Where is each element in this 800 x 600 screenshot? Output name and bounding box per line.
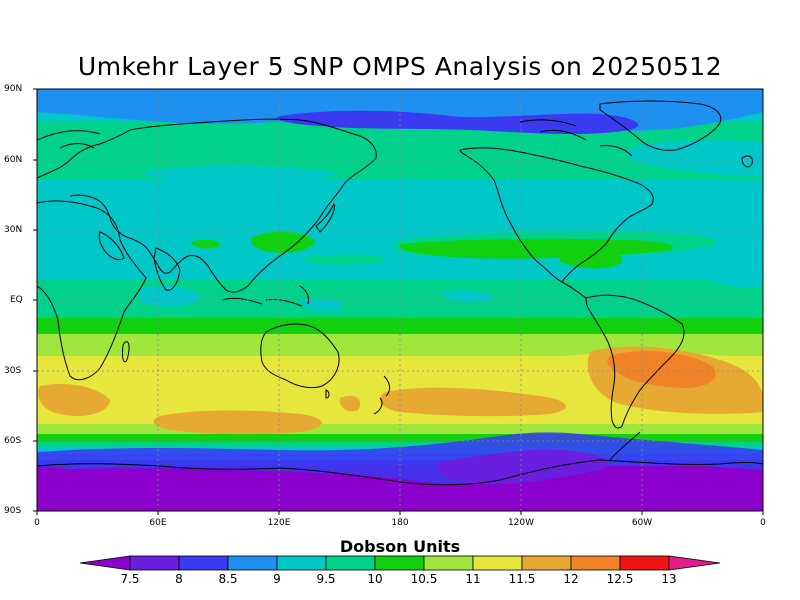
colorbar-tick-label: 12 xyxy=(563,572,579,586)
colorbar-tick-label: 8.5 xyxy=(218,572,238,586)
lat-label-60n: 60N xyxy=(4,155,23,165)
field-12-south-atlantic xyxy=(38,383,110,417)
colorbar-tick-label: 12.5 xyxy=(606,572,634,586)
lat-label-30s: 30S xyxy=(4,366,22,376)
colorbar-swatch xyxy=(129,555,180,571)
lon-label-0-east: 0 xyxy=(760,518,766,528)
colorbar xyxy=(79,555,721,571)
colorbar-min-triangle xyxy=(79,555,131,571)
map-title: Umkehr Layer 5 SNP OMPS Analysis on 2025… xyxy=(77,52,723,81)
axis-ticks xyxy=(33,88,764,515)
lat-label-30n: 30N xyxy=(4,225,23,235)
colorbar-tick-label: 11 xyxy=(465,572,481,586)
colorbar-swatch xyxy=(178,555,229,571)
lon-label-60w: 60W xyxy=(631,518,653,528)
colorbar-swatch xyxy=(325,555,376,571)
colorbar-tick-label: 9.5 xyxy=(316,572,336,586)
colorbar-swatch xyxy=(227,555,278,571)
lat-label-eq: EQ xyxy=(10,295,23,305)
graticule xyxy=(37,89,763,511)
colorbar-swatch xyxy=(276,555,327,571)
colorbar-tick-label: 7.5 xyxy=(120,572,140,586)
lat-label-90s: 90S xyxy=(4,506,22,516)
colorbar-tick-label: 10.5 xyxy=(410,572,438,586)
colorbar-swatch xyxy=(619,555,670,571)
colorbar-swatch xyxy=(423,555,474,571)
field-12.5-south-america xyxy=(607,351,716,388)
field-8.5-north xyxy=(277,110,639,135)
colorbar-tick-label: 8 xyxy=(175,572,183,586)
band-10.5-south xyxy=(37,318,763,338)
field-12-indian xyxy=(153,410,322,435)
lon-label-0: 0 xyxy=(34,518,40,528)
lon-label-120w: 120W xyxy=(507,518,535,528)
colorbar-tick-label: 11.5 xyxy=(508,572,536,586)
colorbar-tick-label: 10 xyxy=(367,572,383,586)
colorbar-swatch xyxy=(521,555,572,571)
coastlines xyxy=(37,100,763,486)
colorbar-title: Dobson Units xyxy=(339,537,461,556)
lon-label-120e: 120E xyxy=(267,518,291,528)
lat-label-60s: 60S xyxy=(4,436,22,446)
lat-label-90n: 90N xyxy=(4,84,23,94)
colorbar-max-triangle xyxy=(668,555,721,571)
colorbar-tick-label: 9 xyxy=(273,572,281,586)
colorbar-swatch xyxy=(570,555,621,571)
lon-label-180: 180 xyxy=(391,518,409,528)
colorbar-tick-label: 13 xyxy=(661,572,677,586)
colorbar-swatch xyxy=(374,555,425,571)
colorbar-swatch xyxy=(472,555,523,571)
lon-label-60e: 60E xyxy=(149,518,167,528)
